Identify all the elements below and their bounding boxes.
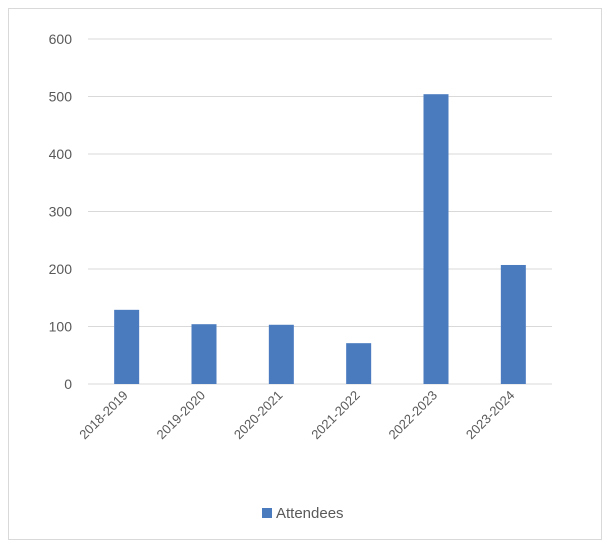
y-tick-label: 100 [49, 319, 73, 335]
y-tick-label: 200 [49, 261, 73, 277]
bar-2023-2024 [500, 264, 526, 384]
x-tick-label: 2018-2019 [76, 388, 131, 443]
bar-2020-2021 [268, 324, 294, 384]
bar-2021-2022 [346, 343, 372, 384]
legend-label-attendees: Attendees [276, 505, 344, 522]
x-tick-label: 2022-2023 [386, 388, 441, 443]
y-tick-label: 300 [49, 204, 73, 220]
y-tick-label: 400 [49, 146, 73, 162]
gridlines [88, 38, 552, 385]
legend: Attendees [262, 505, 344, 522]
x-axis-tick-labels: 2018-2019 2019-2020 2020-2021 2021-2022 2022… [76, 388, 517, 443]
bar-2022-2023 [423, 94, 449, 384]
x-tick-label: 2021-2022 [308, 388, 363, 443]
y-tick-label: 500 [49, 89, 73, 105]
x-tick-label: 2020-2021 [231, 388, 286, 443]
x-tick-label: 2019-2020 [154, 388, 209, 443]
legend-swatch-attendees [262, 508, 272, 518]
bar-2018-2019 [114, 309, 140, 384]
y-tick-label: 0 [64, 376, 72, 392]
x-tick-label: 2023-2024 [463, 388, 518, 443]
bar-2019-2020 [191, 324, 217, 384]
y-axis-tick-labels: 0 100 200 300 400 500 600 [49, 31, 73, 392]
y-tick-label: 600 [49, 31, 73, 47]
bars [114, 94, 526, 384]
